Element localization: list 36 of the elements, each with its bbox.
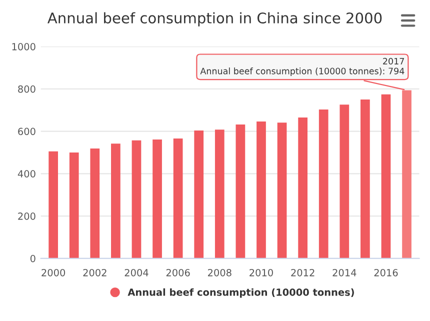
y-tick-label: 600 <box>18 128 36 136</box>
legend-label: Annual beef consumption (10000 tonnes) <box>128 288 354 298</box>
y-tick-label: 200 <box>18 212 36 220</box>
bar <box>298 118 308 258</box>
y-tick-label: 800 <box>18 85 36 93</box>
annotation: 2017 Annual beef consumption (10000 tonnes): 794 <box>200 58 404 76</box>
bar <box>256 122 266 258</box>
bar <box>402 90 412 258</box>
bar <box>360 100 370 258</box>
bar <box>111 144 120 258</box>
bar <box>236 124 246 258</box>
bar <box>132 140 142 258</box>
x-tick-label: 2014 <box>332 268 356 276</box>
bar <box>381 94 391 258</box>
x-tick-label: 2010 <box>250 268 273 276</box>
x-tick-label: 2012 <box>291 268 314 276</box>
bar <box>90 148 100 258</box>
x-tick-label: 2002 <box>83 268 106 276</box>
bar <box>194 130 204 258</box>
chart-title: Annual beef consumption in China since 2000 <box>48 12 382 26</box>
y-tick-label: 0 <box>30 254 36 262</box>
x-tick-label: 2004 <box>124 268 148 276</box>
x-tick-label: 2006 <box>166 268 190 276</box>
bar <box>277 122 287 258</box>
bar <box>214 130 224 258</box>
bar <box>152 140 162 258</box>
bar <box>318 109 328 258</box>
bar <box>173 138 183 258</box>
x-tick-label: 2016 <box>374 268 398 276</box>
y-tick-label: 1000 <box>12 43 36 50</box>
x-tick-label: 2008 <box>208 268 232 276</box>
bar <box>69 152 79 258</box>
y-tick-label: 400 <box>18 170 36 178</box>
bar <box>340 104 350 258</box>
bar <box>48 151 58 258</box>
x-tick-label: 2000 <box>42 268 66 276</box>
